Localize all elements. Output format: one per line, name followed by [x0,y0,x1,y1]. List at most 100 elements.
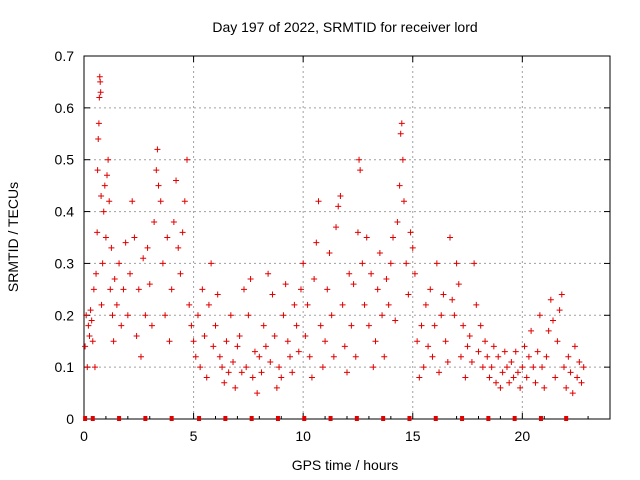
data-point [335,203,342,210]
data-point [552,374,559,381]
data-point [396,182,403,189]
data-point [486,374,493,381]
data-point [530,364,537,371]
data-point [186,301,193,308]
data-point [488,364,495,371]
data-point [93,270,100,277]
y-tick-label: 0 [66,411,74,427]
y-tick-label: 0.6 [55,100,75,116]
data-point [523,374,530,381]
data-point [97,78,104,85]
y-tick-label: 0.4 [55,204,75,220]
data-point [108,244,115,251]
data-point [127,270,134,277]
data-point [547,296,554,303]
data-point [291,301,298,308]
data-point [289,369,296,376]
data-point [227,312,234,319]
zero-marker [381,416,386,421]
data-point [94,167,101,174]
data-point [405,291,412,298]
data-point [84,364,91,371]
data-point [306,353,313,360]
zero-marker [275,416,280,421]
data-point [385,301,392,308]
data-point [390,234,397,241]
data-point [208,260,215,267]
zero-marker [512,416,517,421]
data-point [324,286,331,293]
data-point [251,348,258,355]
data-point [372,338,379,345]
data-point [556,307,563,314]
data-point [287,353,294,360]
data-point [403,260,410,267]
data-point [99,260,106,267]
data-point [140,255,147,262]
data-point [166,338,173,345]
data-point [475,348,482,355]
data-point [280,312,287,319]
data-point [477,322,484,329]
zero-marker [328,416,333,421]
data-point [109,312,116,319]
data-point [256,353,263,360]
data-point [574,374,581,381]
y-tick-label: 0.2 [55,307,75,323]
data-point [471,260,478,267]
data-point [433,260,440,267]
data-point [118,322,125,329]
data-point [100,208,107,215]
data-point [153,167,160,174]
data-point [436,369,443,376]
data-point [205,301,212,308]
data-point [144,244,151,251]
data-point [326,250,333,257]
data-point [576,358,583,365]
data-point [356,156,363,163]
data-point [376,250,383,257]
data-point [497,384,504,391]
zero-marker [249,416,254,421]
data-point [370,364,377,371]
data-point [407,229,414,236]
data-point [194,312,201,319]
data-point [554,338,561,345]
data-point [519,364,526,371]
data-point [558,291,565,298]
data-point [490,343,497,350]
data-point [190,338,197,345]
data-point [133,333,140,340]
data-point [466,333,473,340]
data-point [82,343,89,350]
data-point [569,390,576,397]
data-point [214,291,221,298]
data-point [83,312,90,319]
data-point [173,177,180,184]
data-point [534,348,541,355]
data-point [368,270,375,277]
data-point [201,333,208,340]
data-point [339,301,346,308]
zero-marker [169,416,174,421]
data-point [539,364,546,371]
data-point [95,120,102,127]
data-point [363,234,370,241]
data-point [394,218,401,225]
data-point [234,343,241,350]
data-point [449,296,456,303]
data-point [409,244,416,251]
data-point [247,275,254,282]
x-tick-label: 15 [405,428,421,444]
data-point [265,270,272,277]
data-point [392,317,399,324]
data-point [278,374,285,381]
data-point [346,270,353,277]
data-point [124,312,131,319]
data-point [302,333,309,340]
y-tick-label: 0.1 [55,359,75,375]
data-point [95,135,102,142]
x-tick-label: 0 [80,428,88,444]
data-point [422,301,429,308]
data-point [157,198,164,205]
